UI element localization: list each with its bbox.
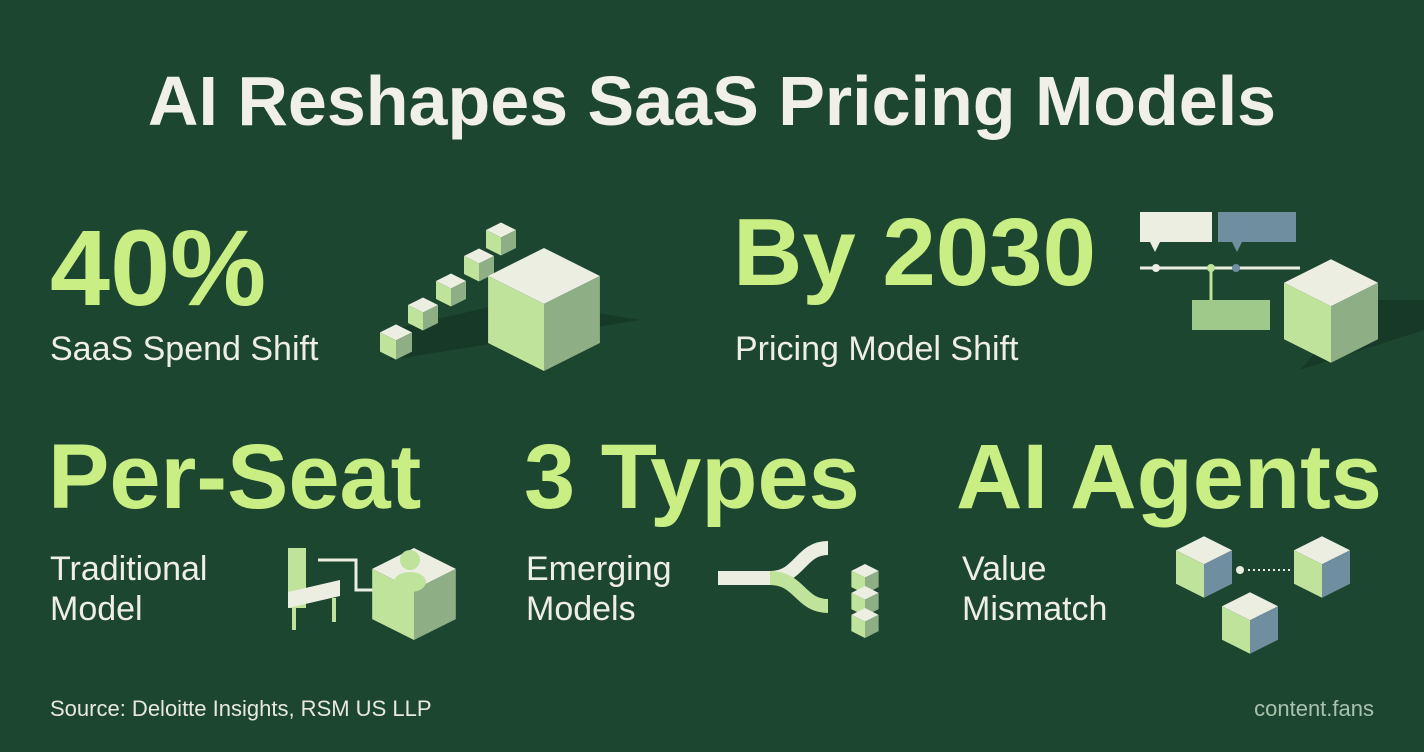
brand: content.fans bbox=[1254, 696, 1374, 721]
timeline-icon bbox=[1140, 212, 1424, 370]
title: AI Reshapes SaaS Pricing Models bbox=[148, 62, 1276, 140]
stat-label: Model bbox=[50, 590, 143, 628]
bar-icon bbox=[380, 222, 640, 371]
seat-icon bbox=[288, 548, 456, 640]
stat-value: 40% bbox=[50, 207, 266, 328]
stat-label: Pricing Model Shift bbox=[735, 330, 1019, 368]
stat-label: Emerging bbox=[526, 550, 672, 588]
stat-label: Value bbox=[962, 550, 1046, 588]
stat-label: Models bbox=[526, 590, 636, 628]
agents-icon bbox=[1176, 536, 1350, 654]
split-icon bbox=[718, 541, 879, 638]
stat-label: Traditional bbox=[50, 550, 207, 588]
stat-value: By 2030 bbox=[733, 199, 1096, 306]
stat-label: Mismatch bbox=[962, 590, 1107, 628]
stat-value: AI Agents bbox=[956, 426, 1382, 528]
stat-label: SaaS Spend Shift bbox=[50, 330, 319, 368]
stat-value: Per-Seat bbox=[48, 426, 421, 528]
stat-value: 3 Types bbox=[524, 426, 860, 528]
source: Source: Deloitte Insights, RSM US LLP bbox=[50, 696, 432, 721]
